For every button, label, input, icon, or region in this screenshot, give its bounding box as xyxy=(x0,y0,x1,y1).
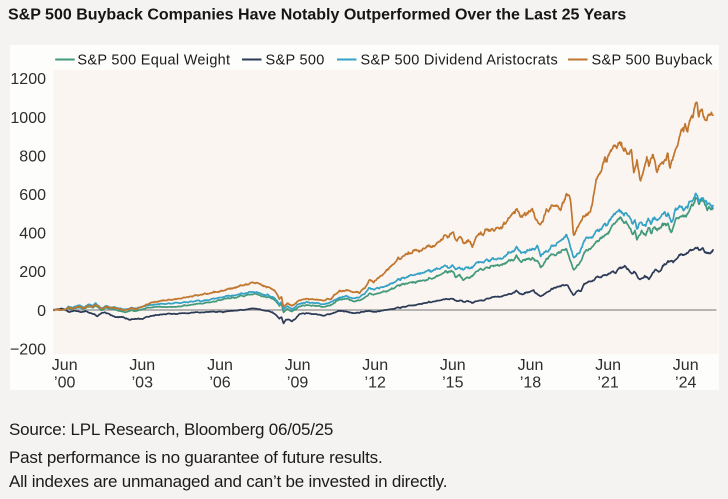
svg-text:All indexes are unmanaged and: All indexes are unmanaged and can’t be i… xyxy=(9,472,447,491)
svg-text:1000: 1000 xyxy=(10,110,46,127)
svg-text:Jun: Jun xyxy=(362,357,388,374)
svg-text:Jun: Jun xyxy=(285,357,311,374)
svg-text:’00: ’00 xyxy=(54,375,75,392)
svg-text:0: 0 xyxy=(37,303,46,320)
svg-text:800: 800 xyxy=(19,148,46,165)
svg-text:Past performance is no guarant: Past performance is no guarantee of futu… xyxy=(9,448,383,467)
svg-text:Source: LPL Research, Bloomber: Source: LPL Research, Bloomberg 06/05/25 xyxy=(9,420,333,439)
svg-text:S&P 500 Dividend Aristocrats: S&P 500 Dividend Aristocrats xyxy=(361,52,559,68)
svg-text:−200: −200 xyxy=(10,341,46,358)
svg-text:1200: 1200 xyxy=(10,71,46,88)
svg-text:Jun: Jun xyxy=(440,357,466,374)
svg-text:400: 400 xyxy=(19,226,46,243)
svg-text:Jun: Jun xyxy=(518,357,544,374)
svg-text:200: 200 xyxy=(19,264,46,281)
svg-text:Jun: Jun xyxy=(207,357,233,374)
svg-text:600: 600 xyxy=(19,187,46,204)
svg-text:S&P 500 Buyback: S&P 500 Buyback xyxy=(592,52,714,68)
svg-text:’21: ’21 xyxy=(597,375,618,392)
svg-text:S&P 500 Equal Weight: S&P 500 Equal Weight xyxy=(77,52,230,68)
svg-text:’03: ’03 xyxy=(132,375,153,392)
svg-text:’09: ’09 xyxy=(287,375,308,392)
svg-text:Jun: Jun xyxy=(595,357,621,374)
svg-text:’06: ’06 xyxy=(209,375,230,392)
svg-text:S&P 500 Buyback Companies Have: S&P 500 Buyback Companies Have Notably O… xyxy=(8,7,626,24)
svg-text:S&P 500: S&P 500 xyxy=(266,52,325,68)
svg-text:Jun: Jun xyxy=(129,357,155,374)
svg-text:’15: ’15 xyxy=(442,375,463,392)
svg-text:’18: ’18 xyxy=(520,375,541,392)
svg-text:Jun: Jun xyxy=(52,357,78,374)
svg-text:Jun: Jun xyxy=(673,357,699,374)
svg-text:’24: ’24 xyxy=(675,375,696,392)
svg-text:’12: ’12 xyxy=(365,375,386,392)
